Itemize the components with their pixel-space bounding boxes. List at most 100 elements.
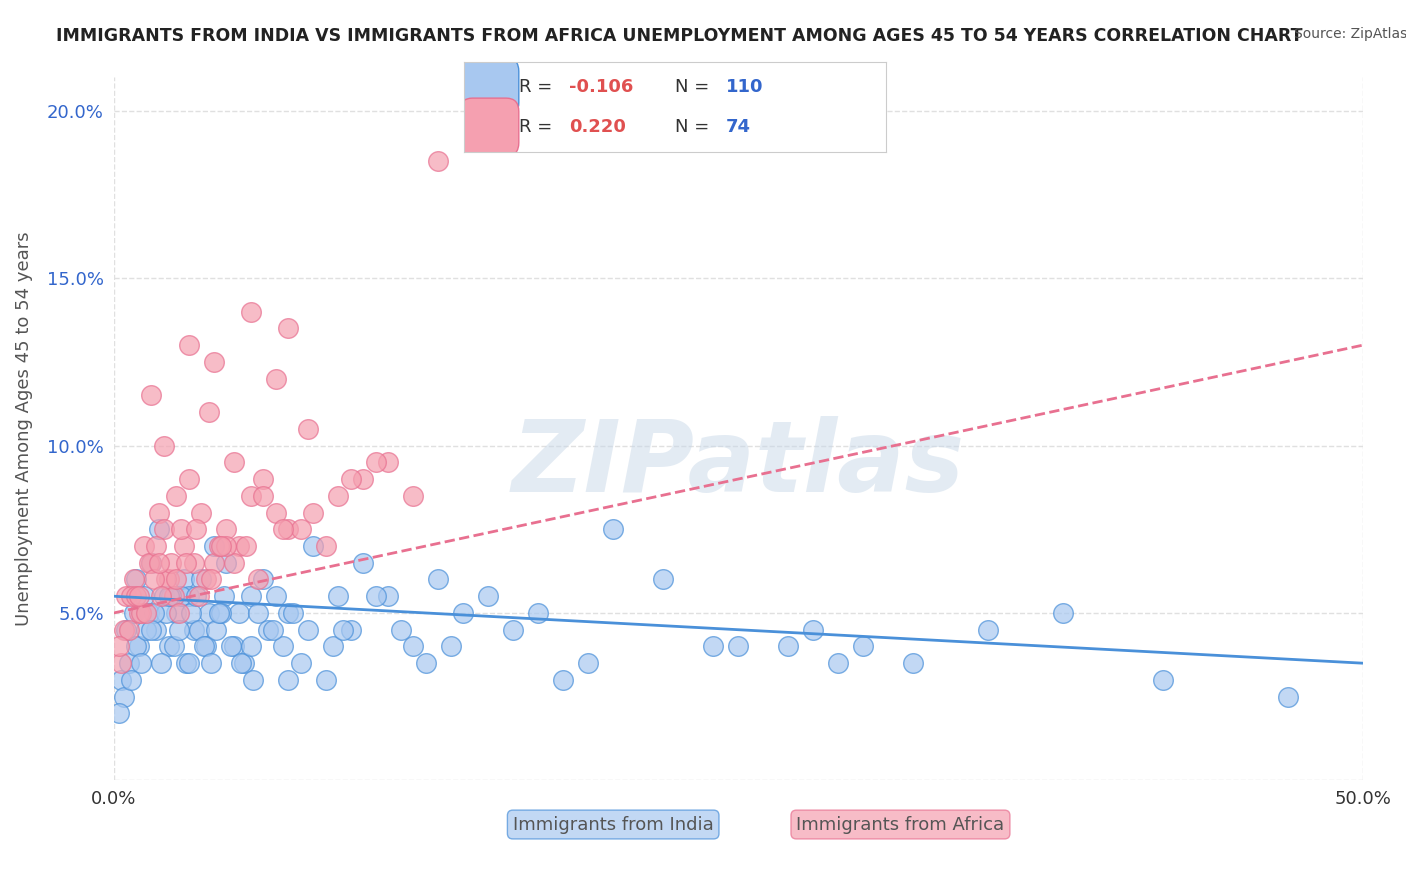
Point [215, 556, 238, 570]
Point [200, 573, 222, 587]
Point [297, 623, 319, 637]
Point [229, 656, 252, 670]
Point [209, 539, 232, 553]
Point [115, 623, 138, 637]
Point [193, 640, 215, 654]
Point [148, 556, 170, 570]
Point [142, 573, 165, 587]
Point [120, 589, 142, 603]
Point [135, 606, 157, 620]
Point [128, 589, 150, 603]
Point [315, 673, 337, 687]
Point [195, 640, 218, 654]
Point [402, 640, 425, 654]
Point [240, 640, 263, 654]
Text: Immigrants from Africa: Immigrants from Africa [796, 815, 1004, 833]
Point [553, 673, 575, 687]
Point [477, 589, 499, 603]
Point [174, 556, 197, 570]
Point [197, 606, 219, 620]
Point [112, 690, 135, 704]
Point [128, 640, 150, 654]
Point [177, 338, 200, 352]
Point [152, 589, 174, 603]
Point [277, 606, 299, 620]
Point [273, 522, 295, 536]
Point [364, 455, 387, 469]
Point [177, 472, 200, 486]
Point [160, 589, 183, 603]
Point [180, 606, 202, 620]
Point [190, 506, 212, 520]
Point [125, 589, 148, 603]
Point [377, 455, 399, 469]
Point [527, 606, 550, 620]
Point [427, 154, 450, 169]
Point [112, 623, 135, 637]
Text: -0.106: -0.106 [569, 78, 634, 96]
Point [257, 623, 280, 637]
Point [264, 372, 287, 386]
Point [107, 640, 129, 654]
Point [145, 623, 167, 637]
Text: Source: ZipAtlas.com: Source: ZipAtlas.com [1294, 27, 1406, 41]
Point [139, 556, 162, 570]
Point [302, 506, 325, 520]
Point [187, 623, 209, 637]
Text: ZIPatlas: ZIPatlas [512, 416, 965, 513]
Point [290, 656, 312, 670]
Point [129, 606, 152, 620]
Point [132, 589, 155, 603]
Point [302, 539, 325, 553]
Point [165, 489, 187, 503]
Point [402, 489, 425, 503]
Point [776, 640, 799, 654]
Point [165, 573, 187, 587]
Point [222, 556, 245, 570]
Point [240, 489, 263, 503]
Point [183, 623, 205, 637]
Point [340, 472, 363, 486]
Point [138, 556, 160, 570]
Point [427, 573, 450, 587]
Point [340, 623, 363, 637]
Point [652, 573, 675, 587]
Point [155, 573, 177, 587]
Point [160, 556, 183, 570]
Point [315, 539, 337, 553]
Point [977, 623, 1000, 637]
Point [240, 304, 263, 318]
Point [328, 589, 350, 603]
Point [128, 606, 150, 620]
Point [219, 640, 242, 654]
Point [252, 489, 274, 503]
Point [150, 656, 173, 670]
Point [132, 539, 155, 553]
Point [167, 623, 190, 637]
Point [215, 522, 238, 536]
Point [125, 573, 148, 587]
Point [187, 589, 209, 603]
Point [228, 606, 250, 620]
Point [145, 539, 167, 553]
FancyBboxPatch shape [460, 58, 519, 116]
Point [247, 606, 270, 620]
Point [453, 606, 475, 620]
Point [415, 656, 437, 670]
Point [190, 573, 212, 587]
Point [202, 539, 225, 553]
Point [801, 623, 824, 637]
Point [152, 439, 174, 453]
Point [1152, 673, 1174, 687]
Point [174, 656, 197, 670]
Point [1277, 690, 1299, 704]
Point [263, 623, 285, 637]
Point [228, 539, 250, 553]
Point [139, 623, 162, 637]
Point [157, 589, 180, 603]
Point [162, 589, 184, 603]
Point [155, 606, 177, 620]
Point [177, 656, 200, 670]
Point [247, 573, 270, 587]
Point [195, 573, 218, 587]
